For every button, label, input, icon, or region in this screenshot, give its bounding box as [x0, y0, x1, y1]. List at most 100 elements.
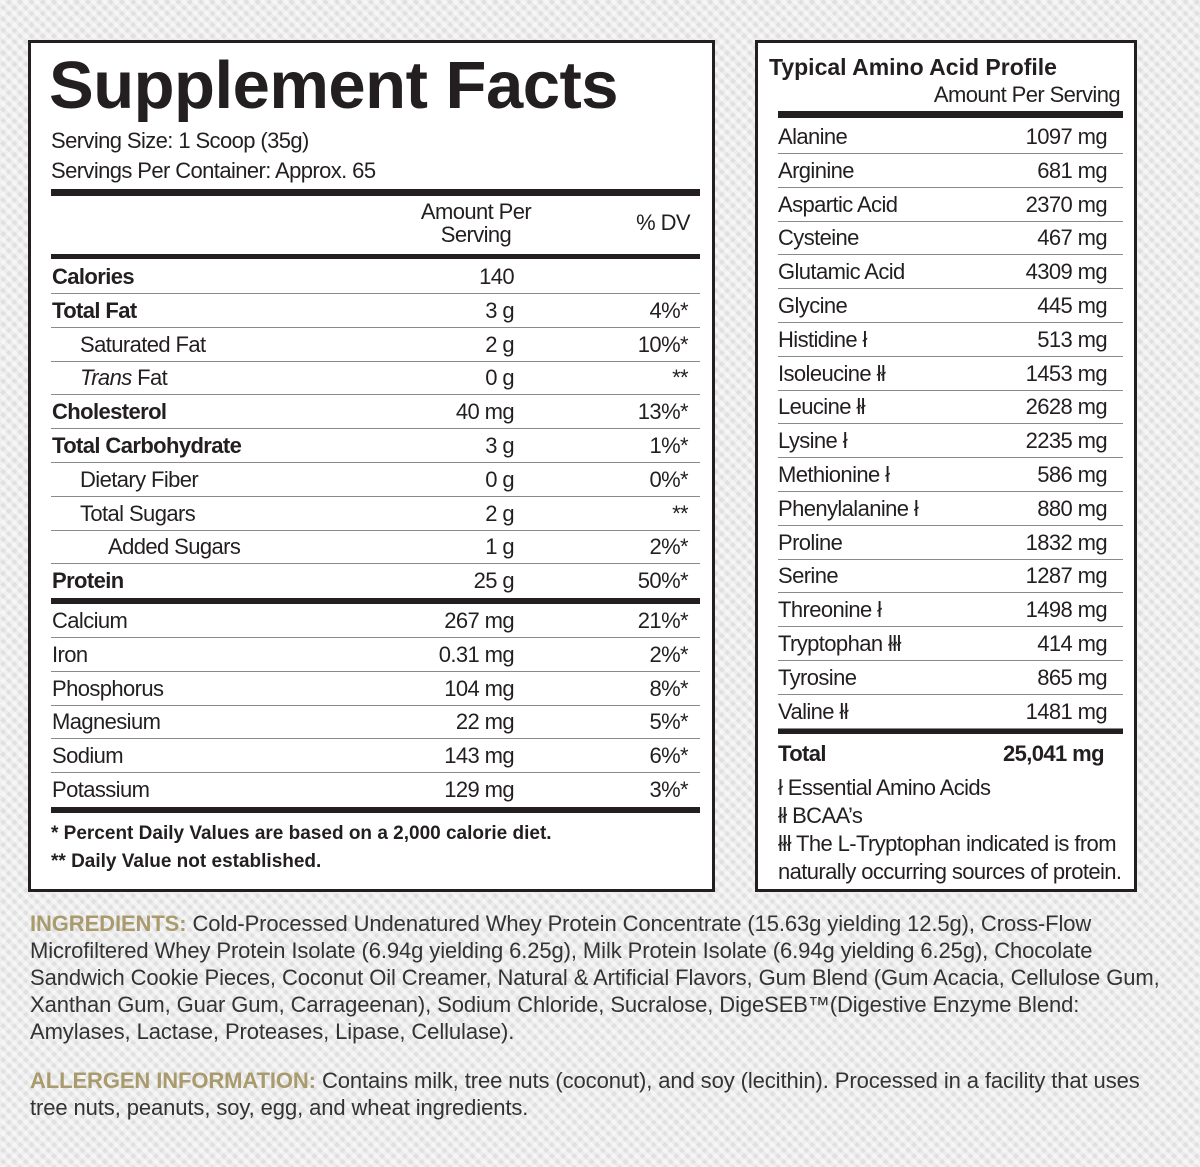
amino-row: Lysine ł 2235 mg: [778, 424, 1123, 459]
nutrient-name: Calcium: [52, 608, 128, 633]
nutrient-amount: 0.31 mg: [438, 641, 515, 667]
nutrient-row: Potassium 129 mg 3%*: [51, 773, 700, 807]
nutrient-name: Dietary Fiber: [80, 466, 199, 492]
nutrient-amount: 40 mg: [455, 399, 515, 425]
nutrient-name-italic: Trans: [80, 365, 132, 391]
amino-name: Lysine ł: [778, 428, 848, 454]
nutrient-row: Protein 25 g 50%*: [51, 564, 700, 598]
nutrient-amount: 0 g: [485, 365, 514, 391]
nutrient-dv: 4%*: [649, 297, 688, 323]
amino-name: Proline: [778, 529, 843, 555]
nutrient-name: Added Sugars: [108, 534, 241, 560]
nutrient-amount: 0 g: [485, 466, 514, 492]
nutrient-row: Magnesium 22 mg 5%*: [51, 705, 700, 740]
nutrient-row: Phosphorus 104 mg 8%*: [51, 672, 700, 706]
amino-name: Tryptophan łłł: [778, 631, 901, 656]
amino-amount: 1453 mg: [1025, 360, 1108, 386]
total-label: Total: [778, 741, 827, 766]
nutrient-amount: 2 g: [485, 500, 514, 526]
nutrient-dv: 1%*: [649, 433, 688, 458]
thick-rule: [51, 598, 700, 605]
amino-name: Cysteine: [778, 225, 859, 251]
amino-amount: 1481 mg: [1025, 698, 1108, 724]
amino-amount: 2235 mg: [1025, 428, 1108, 454]
amino-amount: 467 mg: [1037, 225, 1107, 251]
nutrient-name: Trans Fat: [80, 365, 168, 391]
nutrient-dv: 2%*: [649, 641, 688, 667]
amino-row: Threonine ł 1498 mg: [778, 593, 1123, 628]
footnote: łłł The L-Tryptophan indicated is from n…: [778, 831, 1122, 884]
amount-header: Amount Per Serving: [420, 199, 532, 247]
nutrient-amount: 3 g: [485, 433, 514, 458]
allergen: ALLERGEN INFORMATION: Contains milk, tre…: [30, 1067, 1180, 1121]
amino-amount: 880 mg: [1037, 495, 1107, 521]
amino-row: Tryptophan łłł 414 mg: [778, 627, 1123, 661]
nutrient-amount: 1 g: [485, 534, 514, 560]
nutrient-amount: 129 mg: [444, 777, 514, 802]
amino-name: Leucine łł: [778, 394, 866, 420]
nutrient-row: Added Sugars 1 g 2%*: [51, 530, 700, 565]
amino-row: Leucine łł 2628 mg: [778, 390, 1123, 425]
nutrient-name: Phosphorus: [52, 675, 164, 701]
nutrient-name: Total Carbohydrate: [52, 433, 242, 458]
nutrient-name-rest: Fat: [131, 365, 168, 391]
amino-name: Aspartic Acid: [778, 191, 898, 217]
nutrient-dv: 5%*: [649, 709, 688, 735]
servings-per-container: Servings Per Container: Approx. 65: [51, 158, 376, 183]
nutrient-row: Total Fat 3 g 4%*: [51, 294, 700, 328]
nutrient-name: Saturated Fat: [80, 331, 206, 357]
amino-row: Valine łł 1481 mg: [778, 695, 1123, 729]
nutrient-dv: **: [672, 500, 689, 526]
supplement-facts-panel: Supplement Facts Serving Size: 1 Scoop (…: [28, 40, 715, 892]
thick-rule: [778, 111, 1123, 118]
amino-amount: 1287 mg: [1025, 563, 1108, 589]
amino-amount: 2370 mg: [1025, 191, 1108, 217]
nutrient-row: Sodium 143 mg 6%*: [51, 739, 700, 774]
ingredients-label: INGREDIENTS:: [30, 911, 187, 936]
amino-row: Glutamic Acid 4309 mg: [778, 255, 1123, 290]
amino-subtitle: Amount Per Serving: [933, 82, 1121, 107]
amino-row: Alanine 1097 mg: [778, 120, 1123, 154]
amino-amount: 4309 mg: [1025, 259, 1108, 285]
amino-name: Tyrosine: [778, 664, 857, 690]
amino-name: Arginine: [778, 157, 855, 183]
footnote: łł BCAA’s: [778, 803, 863, 828]
ingredients-text: Cold-Processed Undenatured Whey Protein …: [30, 911, 1160, 1044]
total-amount: 25,041 mg: [1002, 741, 1105, 766]
nutrient-dv: 13%*: [637, 399, 689, 425]
amino-name: Serine: [778, 563, 839, 589]
amino-row: Proline 1832 mg: [778, 526, 1123, 560]
nutrient-row: Iron 0.31 mg 2%*: [51, 638, 700, 672]
amino-amount: 513 mg: [1037, 326, 1107, 352]
dv-header: % DV: [636, 210, 690, 235]
title: Supplement Facts: [49, 48, 619, 123]
footnote: ** Daily Value not established.: [51, 851, 322, 872]
nutrient-amount: 143 mg: [444, 743, 514, 769]
amino-profile-panel: Typical Amino Acid Profile Amount Per Se…: [755, 40, 1137, 892]
amino-row: Methionine ł 586 mg: [778, 458, 1123, 492]
amino-row: Aspartic Acid 2370 mg: [778, 188, 1123, 222]
amino-amount: 865 mg: [1037, 664, 1107, 690]
nutrient-amount: 267 mg: [444, 608, 514, 633]
nutrient-name: Total Fat: [52, 297, 137, 323]
thick-rule: [51, 807, 700, 813]
nutrient-row: Saturated Fat 2 g 10%*: [51, 328, 700, 362]
nutrient-dv: **: [672, 365, 689, 391]
nutrient-row: Calories 140: [51, 260, 700, 294]
nutrient-row: Calcium 267 mg 21%*: [51, 604, 700, 638]
amino-name: Isoleucine łł: [778, 360, 886, 386]
amino-name: Glycine: [778, 293, 848, 318]
amino-row: Arginine 681 mg: [778, 154, 1123, 188]
nutrient-name: Protein: [52, 568, 124, 594]
nutrient-dv: 3%*: [649, 777, 688, 802]
nutrient-dv: 8%*: [649, 675, 688, 701]
amino-row: Histidine ł 513 mg: [778, 323, 1123, 357]
amino-row: Isoleucine łł 1453 mg: [778, 357, 1123, 391]
allergen-text: Contains milk, tree nuts (coconut), and …: [30, 1068, 1140, 1120]
nutrient-amount: 3 g: [485, 297, 514, 323]
nutrient-dv: 10%*: [637, 331, 689, 357]
footnote: * Percent Daily Values are based on a 2,…: [51, 823, 552, 844]
nutrient-name: Calories: [52, 264, 135, 289]
amino-amount: 414 mg: [1037, 631, 1107, 656]
